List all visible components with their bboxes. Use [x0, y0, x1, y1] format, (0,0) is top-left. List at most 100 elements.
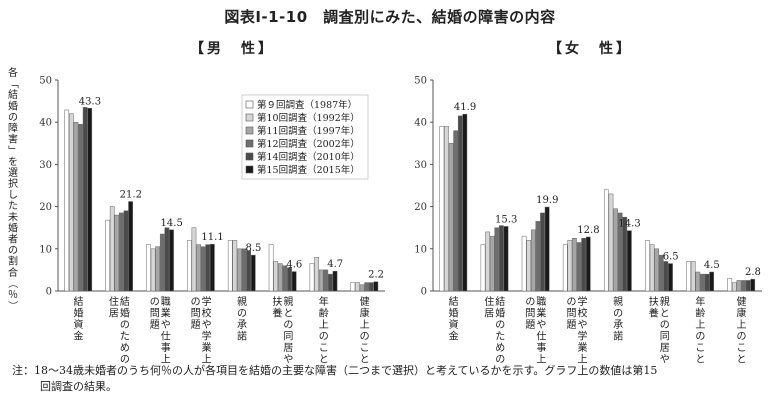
female-category-char: 金	[449, 330, 459, 343]
female-bar	[562, 244, 568, 292]
male-category-char: 婚	[73, 307, 83, 320]
female-bar	[668, 263, 673, 292]
male-y-axis-label-char: の	[8, 246, 18, 257]
female-bar	[690, 261, 696, 292]
female-bar	[494, 227, 500, 292]
male-data-label: 14.5	[161, 218, 183, 229]
male-bar	[232, 240, 238, 292]
male-bar	[73, 121, 79, 292]
female-y-tick-label: 20	[414, 202, 427, 213]
female-bar	[700, 273, 705, 292]
female-category-char: 住	[484, 295, 494, 308]
male-y-axis-label-char: 婚	[8, 99, 18, 112]
female-category-char: 結	[495, 295, 505, 308]
female-bar	[453, 130, 459, 292]
legend-entry: 第９回調査（1987年）	[257, 99, 357, 111]
male-category-char: 仕	[161, 330, 171, 343]
female-category-char: 学	[577, 295, 587, 308]
footnote-line-1: 注：18～34歳未婚者のうち何％の人が各項目を結婚の主要な障害（二つまで選択）と…	[12, 364, 658, 377]
female-bar	[526, 240, 532, 292]
male-y-axis-label-char: 婚	[8, 221, 18, 234]
male-category-char: の	[150, 297, 160, 308]
female-category-char: た	[495, 331, 505, 343]
female-bar	[750, 278, 756, 292]
male-bar	[119, 212, 124, 292]
male-category-char: と	[360, 354, 370, 366]
male-bar	[250, 254, 256, 292]
female-panel-title: 【女 性】	[548, 41, 633, 57]
legend-entry: 第10回調査（1992年）	[257, 112, 360, 124]
male-bar	[277, 263, 283, 292]
female-y-tick-label: 30	[414, 160, 427, 171]
female-bar	[544, 206, 550, 292]
female-bar	[585, 236, 591, 292]
male-bar	[291, 271, 297, 292]
female-y-tick-label: 50	[414, 76, 427, 87]
female-category-char: 親	[613, 295, 623, 308]
male-bar	[210, 243, 215, 292]
female-bar	[503, 226, 509, 292]
male-bar	[282, 265, 288, 292]
male-category-char: 業	[202, 341, 212, 354]
female-bar	[709, 271, 714, 292]
female-category-char: 業	[536, 307, 546, 320]
female-bar	[727, 278, 733, 292]
male-category-char: 諾	[237, 330, 247, 343]
male-y-axis-label-char: 割	[8, 255, 18, 268]
male-y-axis-label-char: 合	[8, 266, 18, 279]
female-category-char: 同	[660, 331, 670, 343]
male-category-char: 上	[202, 354, 212, 366]
female-data-label: 15.3	[495, 214, 517, 225]
female-data-label: 41.9	[454, 102, 476, 113]
female-category-char: の	[736, 332, 746, 343]
legend-entry: 第12回調査（2002年）	[257, 138, 360, 150]
male-bar	[309, 263, 315, 292]
male-bar	[227, 240, 233, 292]
female-y-tick-label: 0	[421, 287, 427, 298]
female-bar	[462, 113, 468, 292]
male-y-axis-label-char: 択	[8, 177, 18, 190]
male-bar	[205, 244, 211, 292]
legend-box	[241, 94, 369, 180]
female-category-char: と	[695, 354, 705, 366]
male-category-char: 学	[202, 330, 212, 343]
male-bar	[241, 248, 247, 292]
male-category-char: の	[237, 309, 247, 320]
male-bar	[237, 248, 242, 292]
male-y-axis-label-char: し	[8, 189, 18, 201]
male-category-char: の	[191, 297, 201, 308]
female-category-char: の	[495, 320, 505, 331]
male-bar	[355, 282, 360, 292]
male-category-char: 康	[360, 307, 370, 320]
female-category-char: の	[525, 297, 535, 308]
female-bar	[530, 229, 536, 292]
female-bar	[695, 271, 701, 292]
female-bar	[521, 235, 527, 292]
male-category-char: 結	[73, 295, 83, 308]
female-bar	[604, 189, 609, 292]
male-category-char: 上	[360, 319, 370, 331]
male-category-char: 業	[161, 307, 171, 320]
female-category-char: 養	[649, 307, 659, 320]
male-y-axis-label-char: 障	[8, 122, 18, 135]
male-data-label: 4.7	[327, 259, 343, 270]
male-y-axis-label-char: 「	[7, 79, 19, 89]
male-data-label: 43.3	[79, 96, 101, 107]
male-category-char: 住	[109, 295, 119, 308]
female-category-char: 職	[536, 296, 546, 308]
female-category-char: 婚	[449, 307, 459, 320]
female-category-char: 諾	[613, 330, 623, 343]
female-bar	[540, 212, 545, 292]
male-category-char: 題	[150, 319, 160, 331]
legend-entry: 第14回調査（2010年）	[257, 151, 360, 163]
male-bar	[155, 246, 161, 292]
legend-swatch	[245, 152, 254, 161]
male-bar	[164, 227, 170, 292]
male-bar	[373, 281, 379, 292]
male-category-char: 承	[237, 319, 247, 331]
female-category-char: 問	[566, 308, 576, 320]
female-category-char: こ	[736, 343, 746, 354]
male-category-char: 校	[202, 307, 212, 320]
male-category-char: 題	[191, 319, 201, 331]
male-bar	[109, 206, 115, 292]
